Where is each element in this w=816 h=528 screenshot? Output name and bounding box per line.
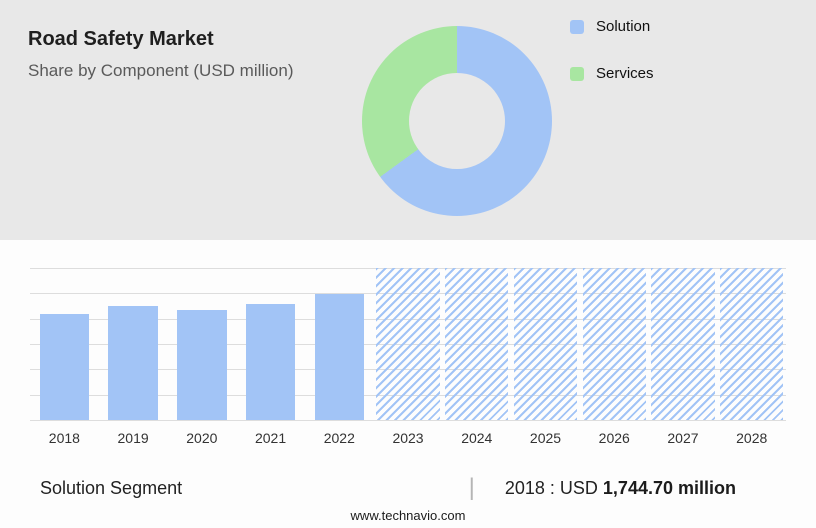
- legend-label: Services: [596, 65, 654, 82]
- chart-legend: Solution Services: [570, 18, 654, 82]
- x-axis: 2018 2019 2020 2021 2022 2023 2024 2025 2026 2027…: [30, 420, 786, 446]
- caption-separator: |: [468, 474, 475, 501]
- stat-value: 1,744.70 million: [602, 477, 736, 498]
- segment-label: Solution Segment: [40, 477, 183, 498]
- x-axis-label-2021: 2021: [254, 430, 287, 446]
- forecast-bar-2024: [445, 268, 509, 420]
- bar-column-2028: [717, 268, 786, 420]
- legend-swatch: [570, 66, 584, 81]
- forecast-bar-2025: [513, 268, 578, 420]
- x-axis-label-2022: 2022: [323, 430, 355, 446]
- x-axis-label-2018: 2018: [48, 430, 80, 446]
- title-block: Road Safety Market Share by Component (U…: [28, 28, 294, 81]
- page-title: Road Safety Market: [28, 28, 214, 50]
- forecast-bar-2023: [376, 268, 440, 420]
- x-axis-label-2027: 2027: [667, 430, 699, 446]
- summary-panel: Road Safety Market Share by Component (U…: [0, 0, 816, 240]
- legend-label: Solution: [596, 18, 651, 35]
- bar-2021: [245, 303, 296, 420]
- bars: [30, 268, 786, 420]
- x-axis-label-2024: 2024: [461, 430, 493, 446]
- bar-column-2021: [236, 268, 305, 420]
- bar-chart-panel: 2018 2019 2020 2021 2022 2023 2024 2025 2026 2027…: [0, 240, 816, 528]
- bar-column-2023: [374, 268, 443, 420]
- stat-text: 2018 : USD 1,744.70 million: [505, 478, 736, 499]
- legend-item-services: Services: [570, 65, 654, 82]
- bar-column-2018: [30, 268, 99, 420]
- forecast-bar-2026: [582, 268, 646, 420]
- bar-2020: [177, 309, 227, 420]
- gridline: [30, 420, 786, 421]
- x-axis-label-2020: 2020: [186, 430, 218, 446]
- caption-row: Solution Segment | 2018 : USD 1,744.70 m…: [40, 474, 736, 502]
- bar-chart: [30, 268, 786, 421]
- x-axis-label-2023: 2023: [392, 430, 424, 446]
- x-axis-label-2019: 2019: [117, 430, 149, 446]
- forecast-bar-2028: [720, 268, 784, 420]
- bar-column-2027: [649, 268, 718, 420]
- bar-column-2026: [580, 268, 649, 420]
- bar-2019: [108, 305, 158, 420]
- page-subtitle: Share by Component (USD million): [28, 61, 294, 80]
- stat-prefix: 2018 : USD: [504, 477, 598, 498]
- bar-column-2025: [511, 268, 580, 420]
- bar-column-2020: [167, 268, 236, 420]
- x-axis-label-2028: 2028: [736, 430, 768, 446]
- bar-column-2022: [305, 268, 374, 420]
- donut-hole: [409, 73, 505, 169]
- bar-column-2024: [442, 268, 511, 420]
- legend-item-solution: Solution: [570, 18, 654, 35]
- website-link[interactable]: www.technavio.com: [350, 508, 466, 523]
- bar-column-2019: [99, 268, 168, 420]
- x-axis-label-2026: 2026: [598, 430, 630, 446]
- bar-2022: [314, 293, 365, 420]
- forecast-bar-2027: [651, 268, 715, 420]
- x-axis-label-2025: 2025: [529, 430, 562, 446]
- bar-2018: [39, 313, 90, 420]
- donut-chart: [362, 26, 552, 216]
- legend-swatch: [570, 19, 584, 34]
